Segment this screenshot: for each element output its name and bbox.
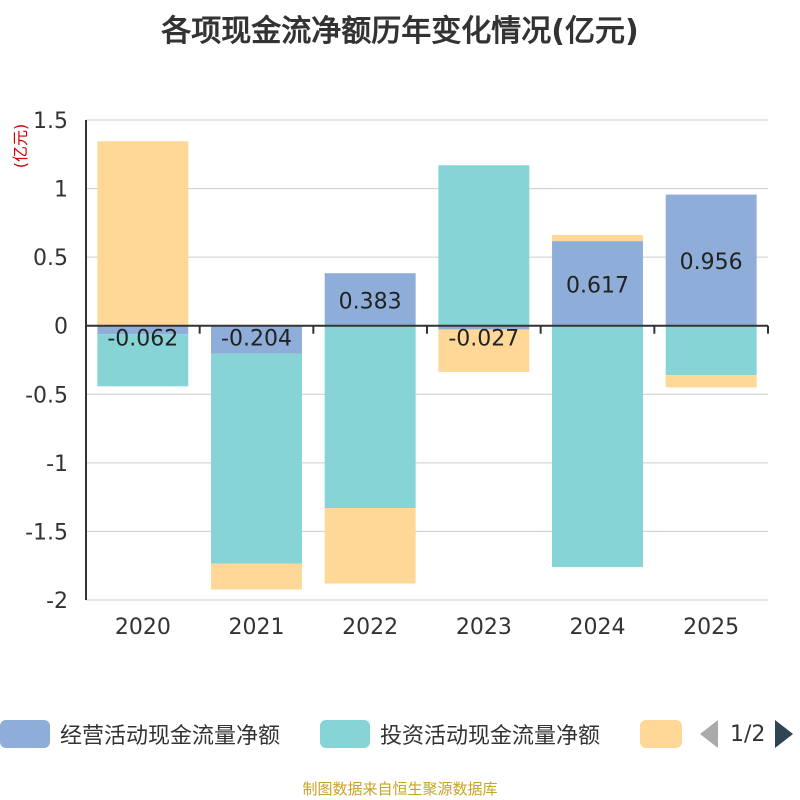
legend-item-financing[interactable] <box>640 716 692 752</box>
y-tick-label: 1 <box>54 178 68 203</box>
bar-financing-2020 <box>97 141 189 326</box>
data-label: -0.062 <box>107 327 178 352</box>
y-tick-label: -0.5 <box>25 383 68 408</box>
page-indicator: 1/2 <box>730 721 766 747</box>
bar-operating-2021 <box>211 325 302 354</box>
legend-swatch-operating <box>0 720 50 748</box>
data-label: -0.204 <box>221 327 292 352</box>
legend-label-investing: 投资活动现金流量净额 <box>380 724 601 749</box>
legend-swatch-financing <box>640 720 682 748</box>
bar-operating-2022 <box>324 273 416 326</box>
x-tick-label: 2022 <box>342 615 398 640</box>
bar-operating-2025 <box>665 194 757 326</box>
bar-investing-2020 <box>97 334 189 387</box>
legend-label-operating: 经营活动现金流量净额 <box>60 724 281 749</box>
y-tick-label: 0.5 <box>33 246 68 271</box>
bar-investing-2022 <box>324 325 416 509</box>
legend-swatch-investing <box>320 720 370 748</box>
bar-investing-2025 <box>665 325 757 376</box>
x-tick-label: 2025 <box>683 615 739 640</box>
legend: 经营活动现金流量净额 投资活动现金流量净额 <box>0 716 800 752</box>
legend-item-operating[interactable]: 经营活动现金流量净额 <box>0 716 280 752</box>
bar-financing-2021 <box>211 563 302 590</box>
bar-investing-2021 <box>211 353 302 564</box>
y-tick-label: 0 <box>54 315 68 340</box>
x-tick-label: 2021 <box>229 615 285 640</box>
bar-operating-2024 <box>552 241 643 326</box>
source-note: 制图数据来自恒生聚源数据库 <box>302 780 498 798</box>
x-tick-label: 2024 <box>570 615 626 640</box>
bar-financing-2025 <box>665 375 757 388</box>
data-label: 0.383 <box>339 289 402 314</box>
y-tick-label: -1 <box>46 452 68 477</box>
next-page-icon[interactable] <box>775 720 794 748</box>
legend-item-investing[interactable]: 投资活动现金流量净额 <box>320 716 600 752</box>
y-tick-label: -1.5 <box>25 520 68 545</box>
y-axis-label: (亿元) <box>11 124 30 169</box>
bar-investing-2023 <box>438 165 530 326</box>
bar-financing-2024 <box>552 234 643 242</box>
bar-financing-2022 <box>324 508 416 584</box>
bar-operating-2023 <box>438 325 530 330</box>
bar-financing-2023 <box>438 329 530 372</box>
data-label: -0.027 <box>448 327 519 352</box>
y-tick-label: -2 <box>46 589 68 614</box>
bar-investing-2024 <box>552 325 643 568</box>
data-label: 0.617 <box>566 273 629 298</box>
prev-page-icon[interactable] <box>700 720 718 748</box>
y-tick-label: 1.5 <box>33 109 68 134</box>
chart-plot: 1.5 1 0.5 0 -0.5 -1 -1.5 -2 2020 2021 2022 2023 2024… <box>11 109 769 640</box>
legend-pager: 1/2 <box>700 716 794 752</box>
bar-operating-2020 <box>97 325 189 335</box>
data-label: 0.956 <box>680 250 743 275</box>
x-tick-label: 2020 <box>115 615 171 640</box>
chart-title: 各项现金流净额历年变化情况(亿元) <box>161 14 639 49</box>
x-tick-label: 2023 <box>456 615 512 640</box>
